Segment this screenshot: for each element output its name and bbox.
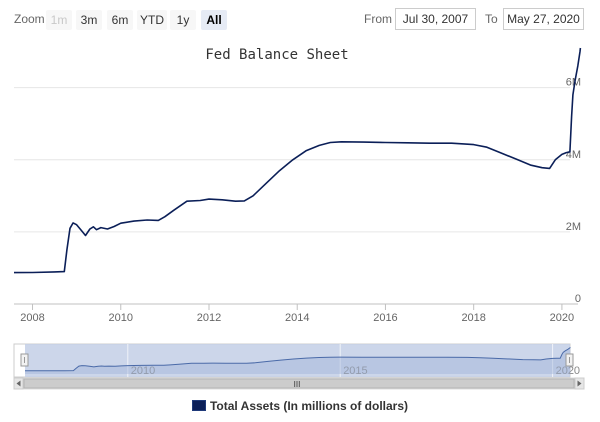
zoom-3m-button[interactable]: 3m	[76, 10, 102, 30]
from-label: From	[364, 12, 392, 26]
navigator-tick-label: 2015	[343, 365, 367, 377]
zoom-label: Zoom	[14, 12, 45, 26]
to-date-input[interactable]: May 27, 2020	[503, 8, 584, 30]
x-tick-label: 2020	[550, 312, 574, 324]
x-tick-label: 2008	[20, 312, 44, 324]
scrollbar[interactable]: III	[13, 377, 585, 390]
navigator-axis-labels: 2010 2015 2020	[127, 344, 580, 377]
y-tick-label: 2M	[566, 221, 581, 233]
left-arrow-icon	[16, 380, 21, 387]
y-axis-labels: 0 2M 4M 6M	[566, 77, 581, 305]
zoom-1m-button[interactable]: 1m	[46, 10, 72, 30]
scrollbar-grip-icon: III	[294, 380, 301, 389]
navigator[interactable]: 2010 2015 2020	[13, 343, 580, 378]
x-tick-label: 2016	[373, 312, 397, 324]
navigator-right-handle[interactable]	[565, 353, 574, 367]
x-tick-label: 2010	[109, 312, 133, 324]
y-tick-label: 6M	[566, 77, 581, 89]
right-arrow-icon	[577, 380, 582, 387]
y-tick-label: 0	[575, 293, 581, 305]
legend-swatch	[191, 400, 206, 412]
range-selector-toolbar: Zoom 1m 3m 6m YTD 1y All From Jul 30, 20…	[0, 0, 600, 40]
zoom-6m-button[interactable]: 6m	[107, 10, 133, 30]
to-label: To	[485, 12, 498, 26]
navigator-left-handle[interactable]	[20, 353, 29, 367]
navigator-selected-range[interactable]	[25, 344, 570, 377]
series-line-total-assets	[13, 47, 582, 274]
zoom-all-button[interactable]: All	[201, 10, 227, 30]
x-tick-label: 2018	[461, 312, 485, 324]
legend-series-label: Total Assets (In millions of dollars)	[209, 398, 409, 413]
x-axis-labels: 2008 2010 2012 2014 2016 2018 2020	[20, 304, 574, 324]
chart-legend[interactable]: Total Assets (In millions of dollars)	[0, 398, 600, 413]
zoom-ytd-button[interactable]: YTD	[137, 10, 167, 30]
navigator-tick-label: 2010	[131, 365, 155, 377]
zoom-1y-button[interactable]: 1y	[170, 10, 196, 30]
from-date-input[interactable]: Jul 30, 2007	[395, 8, 476, 30]
navigator-series-line	[25, 347, 571, 372]
x-tick-label: 2012	[197, 312, 221, 324]
navigator-series	[25, 347, 571, 374]
y-tick-label: 4M	[566, 149, 581, 161]
scrollbar-thumb[interactable]	[23, 378, 575, 389]
series-plot	[13, 47, 582, 274]
x-tick-label: 2014	[285, 312, 309, 324]
navigator-series-area	[25, 347, 571, 374]
navigator-tick-label: 2020	[556, 365, 580, 377]
chart-title: Fed Balance Sheet	[205, 47, 348, 63]
